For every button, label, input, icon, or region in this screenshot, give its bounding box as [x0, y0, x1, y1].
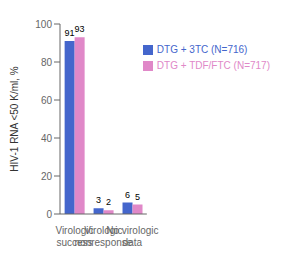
- svg-text:2: 2: [106, 197, 111, 207]
- svg-text:5: 5: [135, 192, 140, 202]
- svg-text:60: 60: [41, 95, 53, 106]
- svg-text:20: 20: [41, 171, 53, 182]
- svg-text:0: 0: [46, 209, 52, 220]
- svg-text:6: 6: [125, 190, 130, 200]
- svg-text:93: 93: [75, 24, 85, 34]
- svg-text:40: 40: [41, 133, 53, 144]
- svg-text:91: 91: [65, 28, 75, 38]
- svg-text:80: 80: [41, 57, 53, 68]
- svg-text:HIV-1 RNA <50 K/ml, %: HIV-1 RNA <50 K/ml, %: [9, 66, 20, 171]
- svg-text:100: 100: [35, 19, 52, 30]
- svg-text:3: 3: [96, 195, 101, 205]
- svg-text:No virologicdata: No virologicdata: [106, 225, 158, 248]
